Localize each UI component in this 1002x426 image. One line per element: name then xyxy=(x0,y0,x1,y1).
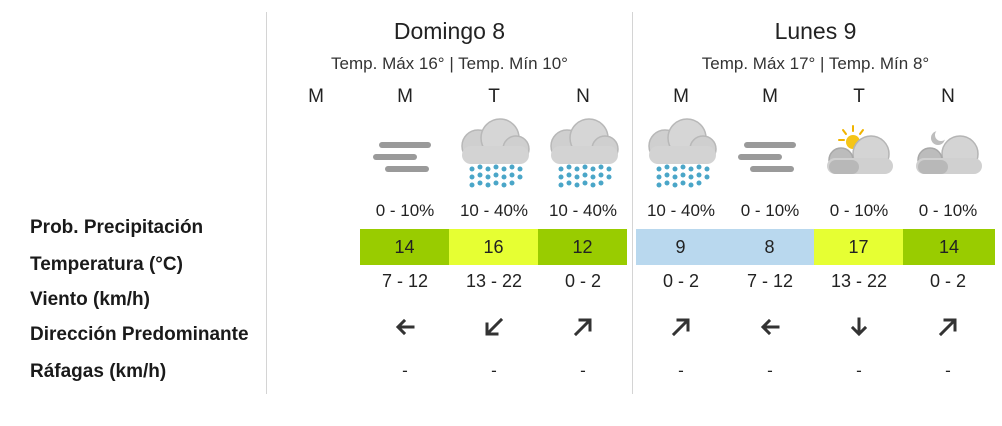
gust-value: - xyxy=(856,361,862,380)
direction-cell xyxy=(360,313,450,341)
left-arrow-icon xyxy=(760,318,780,336)
period-header: N xyxy=(941,86,955,107)
gust-value: - xyxy=(402,361,408,380)
day-divider xyxy=(632,12,633,394)
down-arrow-icon xyxy=(850,317,868,337)
label-precipitation: Prob. Precipitación xyxy=(30,217,204,238)
rain-cloud-icon xyxy=(461,118,530,188)
direction-cell xyxy=(449,313,539,341)
temp-cell: 16 xyxy=(449,229,538,265)
up-right-arrow-icon xyxy=(573,318,592,337)
label-gusts: Ráfagas (km/h) xyxy=(30,361,167,382)
temp-cell: 14 xyxy=(903,229,995,265)
label-wind: Viento (km/h) xyxy=(30,289,150,310)
day-temps-domingo: Temp. Máx 16° | Temp. Mín 10° xyxy=(331,54,568,73)
left-arrow-icon xyxy=(395,318,415,336)
temp-cell: 14 xyxy=(360,229,449,265)
gust-value: - xyxy=(580,361,586,380)
up-right-arrow-icon xyxy=(938,318,957,337)
sun-cloud-icon xyxy=(827,125,893,174)
temp-cell: 17 xyxy=(814,229,903,265)
wind-value: 7 - 12 xyxy=(381,271,429,291)
period-header: T xyxy=(488,86,500,107)
day-title-lunes: Lunes 9 xyxy=(774,18,857,44)
precip-value: 10 - 40% xyxy=(548,201,618,220)
period-header: N xyxy=(576,86,590,107)
temp-cell: 12 xyxy=(538,229,627,265)
wind-value: 0 - 2 xyxy=(662,271,700,291)
direction-cell xyxy=(636,313,726,341)
day-temps-lunes: Temp. Máx 17° | Temp. Mín 8° xyxy=(701,54,930,73)
label-direction: Dirección Predominante xyxy=(30,324,249,345)
precip-value: 0 - 10% xyxy=(740,201,800,220)
wind-value: 13 - 22 xyxy=(830,271,888,291)
period-header: M xyxy=(762,86,778,107)
direction-cell xyxy=(814,313,904,341)
precip-value: 10 - 40% xyxy=(459,201,529,220)
temp-cell: 8 xyxy=(725,229,814,265)
gust-value: - xyxy=(678,361,684,380)
direction-cell xyxy=(725,313,815,341)
precip-value: 10 - 40% xyxy=(646,201,716,220)
gust-value: - xyxy=(491,361,497,380)
direction-cell xyxy=(903,313,993,341)
fog-icon xyxy=(738,142,796,172)
wind-value: 13 - 22 xyxy=(465,271,523,291)
precip-value: 0 - 10% xyxy=(918,201,978,220)
label-temperature: Temperatura (°C) xyxy=(30,254,183,275)
rain-cloud-icon xyxy=(550,118,619,188)
gust-value: - xyxy=(945,361,951,380)
up-right-arrow-icon xyxy=(671,318,690,337)
temp-cell: 9 xyxy=(636,229,725,265)
wind-value: 7 - 12 xyxy=(746,271,794,291)
fog-icon xyxy=(373,142,431,172)
gust-value: - xyxy=(767,361,773,380)
day-title-domingo: Domingo 8 xyxy=(393,18,506,44)
direction-cell xyxy=(538,313,628,341)
rain-cloud-icon xyxy=(648,118,717,188)
precip-value: 0 - 10% xyxy=(375,201,435,220)
period-header: M xyxy=(397,86,413,107)
wind-value: 0 - 2 xyxy=(929,271,967,291)
left-divider xyxy=(266,12,267,394)
period-header: M xyxy=(308,86,324,107)
wind-value: 0 - 2 xyxy=(564,271,602,291)
down-left-arrow-icon xyxy=(485,317,504,336)
precip-value: 0 - 10% xyxy=(829,201,889,220)
period-header: T xyxy=(853,86,865,107)
moon-cloud-icon xyxy=(916,129,982,174)
period-header: M xyxy=(673,86,689,107)
